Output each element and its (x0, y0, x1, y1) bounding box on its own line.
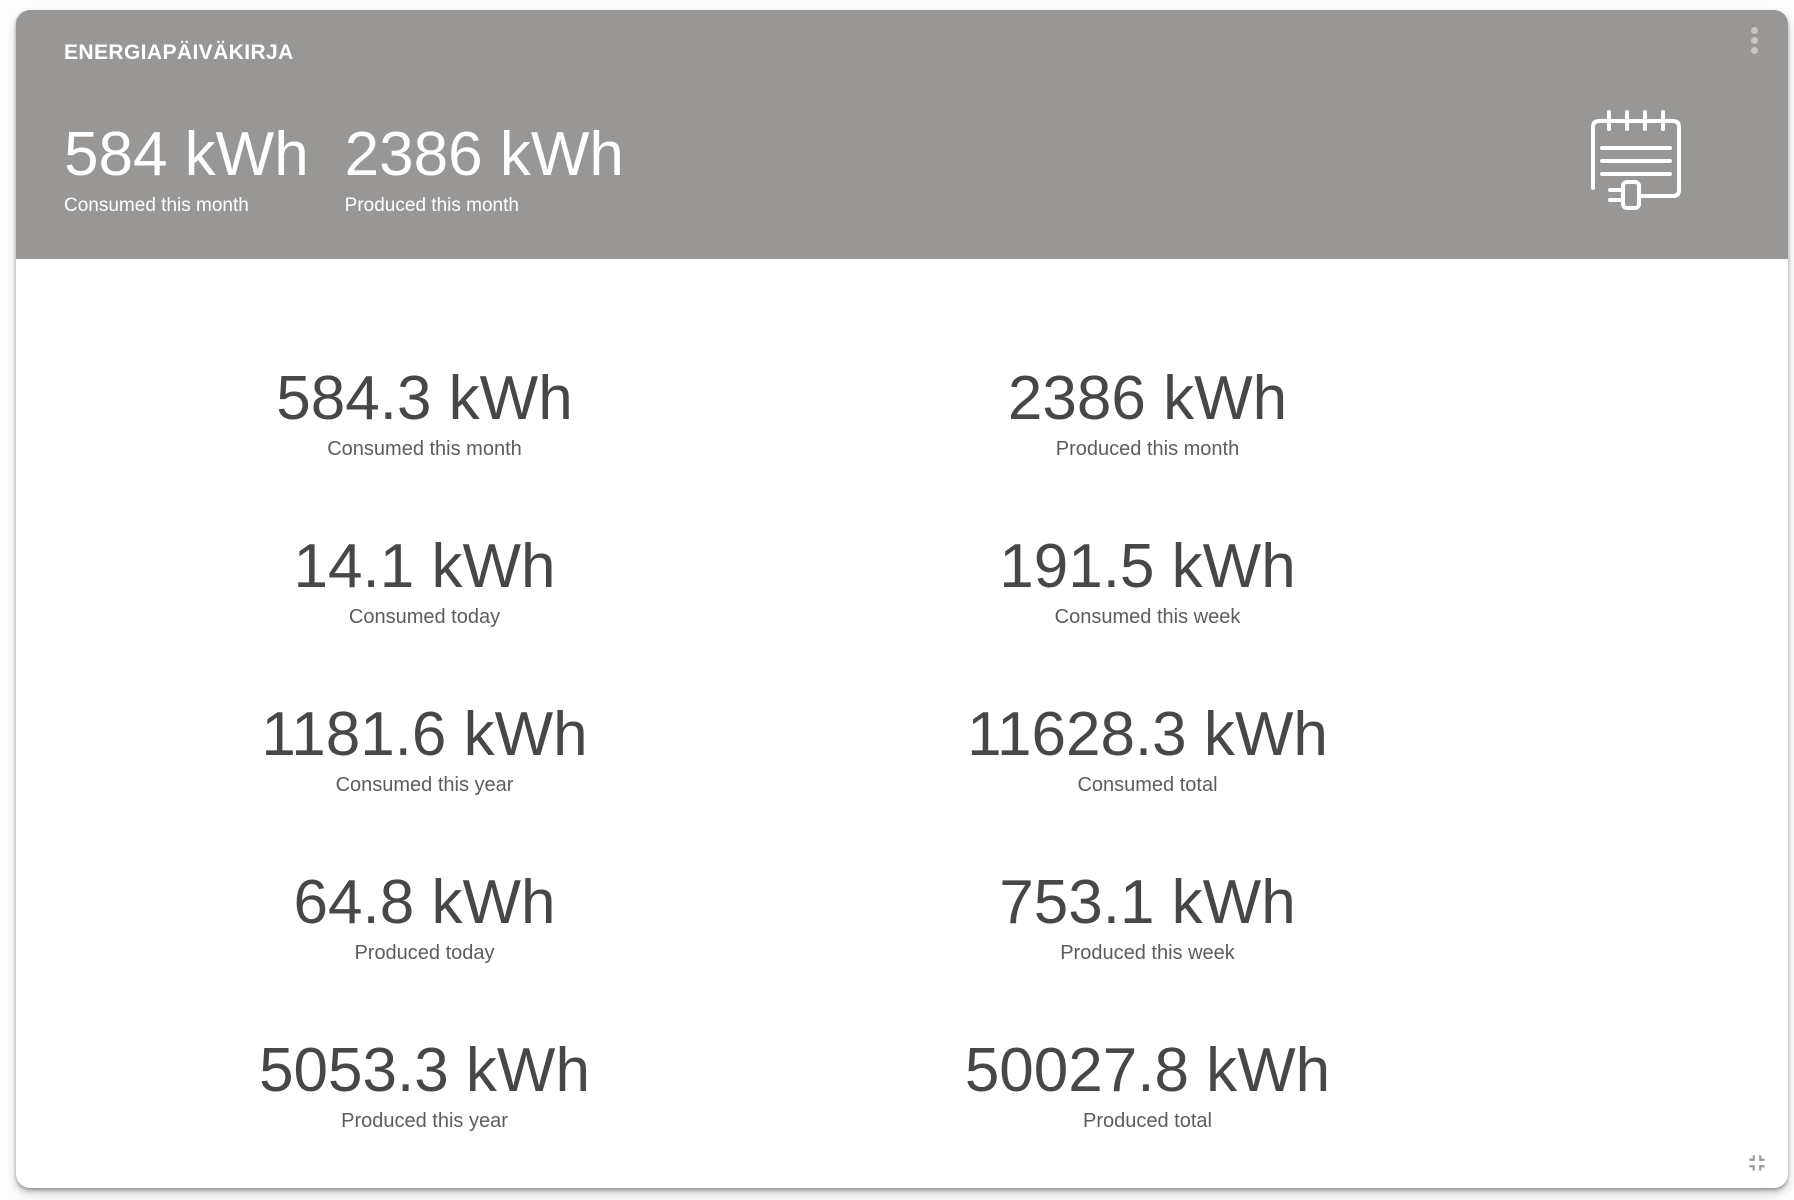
stat-label: Produced this year (341, 1110, 508, 1132)
stat-consumed-this-year: 1181.6 kWh Consumed this year (63, 699, 786, 867)
stat-consumed-today: 14.1 kWh Consumed today (63, 531, 786, 699)
header-stat-label: Produced this month (344, 195, 519, 216)
stat-value: 11628.3 kWh (967, 700, 1328, 769)
stat-label: Produced this week (1060, 942, 1235, 964)
stat-value: 584.3 kWh (276, 364, 573, 433)
energy-diary-card: ENERGIAPÄIVÄKIRJA 584 kWh Consumed this … (16, 10, 1788, 1188)
header-stat-value: 584 kWh (64, 120, 309, 189)
stat-label: Produced total (1083, 1110, 1212, 1132)
stat-produced-total: 50027.8 kWh Produced total (786, 1035, 1509, 1188)
stat-value: 14.1 kWh (293, 532, 556, 601)
stat-value: 191.5 kWh (999, 532, 1296, 601)
stat-label: Consumed this week (1054, 606, 1241, 628)
stat-label: Consumed this year (335, 774, 514, 796)
stat-label: Consumed this month (327, 438, 522, 460)
card-title: ENERGIAPÄIVÄKIRJA (64, 41, 294, 64)
stat-produced-this-week: 753.1 kWh Produced this week (786, 867, 1509, 1035)
header-stat: 584 kWh Consumed this month (64, 120, 309, 217)
stat-label: Consumed today (348, 606, 501, 628)
header-stat-value: 2386 kWh (344, 120, 624, 189)
stat-value: 1181.6 kWh (261, 700, 588, 769)
kebab-dot (1751, 27, 1758, 34)
stat-consumed-total: 11628.3 kWh Consumed total (786, 699, 1509, 867)
card-header: ENERGIAPÄIVÄKIRJA 584 kWh Consumed this … (16, 10, 1788, 259)
stat-produced-today: 64.8 kWh Produced today (63, 867, 786, 1035)
stat-value: 5053.3 kWh (259, 1036, 590, 1105)
kebab-dot (1751, 37, 1758, 44)
header-stat: 2386 kWh Produced this month (345, 120, 624, 217)
stat-value: 64.8 kWh (293, 868, 556, 937)
card-body: 584.3 kWh Consumed this month 2386 kWh P… (16, 259, 1788, 1188)
stat-consumed-this-month: 584.3 kWh Consumed this month (63, 363, 786, 531)
stat-label: Produced this month (1055, 438, 1240, 460)
stat-consumed-this-week: 191.5 kWh Consumed this week (786, 531, 1509, 699)
stat-value: 2386 kWh (1007, 364, 1288, 433)
stat-value: 50027.8 kWh (964, 1036, 1331, 1105)
header-stats: 584 kWh Consumed this month 2386 kWh Pro… (64, 120, 624, 217)
exit-fullscreen-icon[interactable] (1744, 1150, 1770, 1176)
kebab-dot (1751, 47, 1758, 54)
kebab-menu-icon[interactable] (1747, 23, 1762, 58)
stat-label: Produced today (354, 942, 495, 964)
stat-label: Consumed total (1077, 774, 1218, 796)
stats-grid: 584.3 kWh Consumed this month 2386 kWh P… (63, 259, 1509, 1188)
stat-produced-this-month: 2386 kWh Produced this month (786, 363, 1509, 531)
stat-produced-this-year: 5053.3 kWh Produced this year (63, 1035, 786, 1188)
header-stat-label: Consumed this month (64, 195, 249, 216)
notebook-plug-icon (1590, 110, 1682, 210)
stat-value: 753.1 kWh (999, 868, 1296, 937)
